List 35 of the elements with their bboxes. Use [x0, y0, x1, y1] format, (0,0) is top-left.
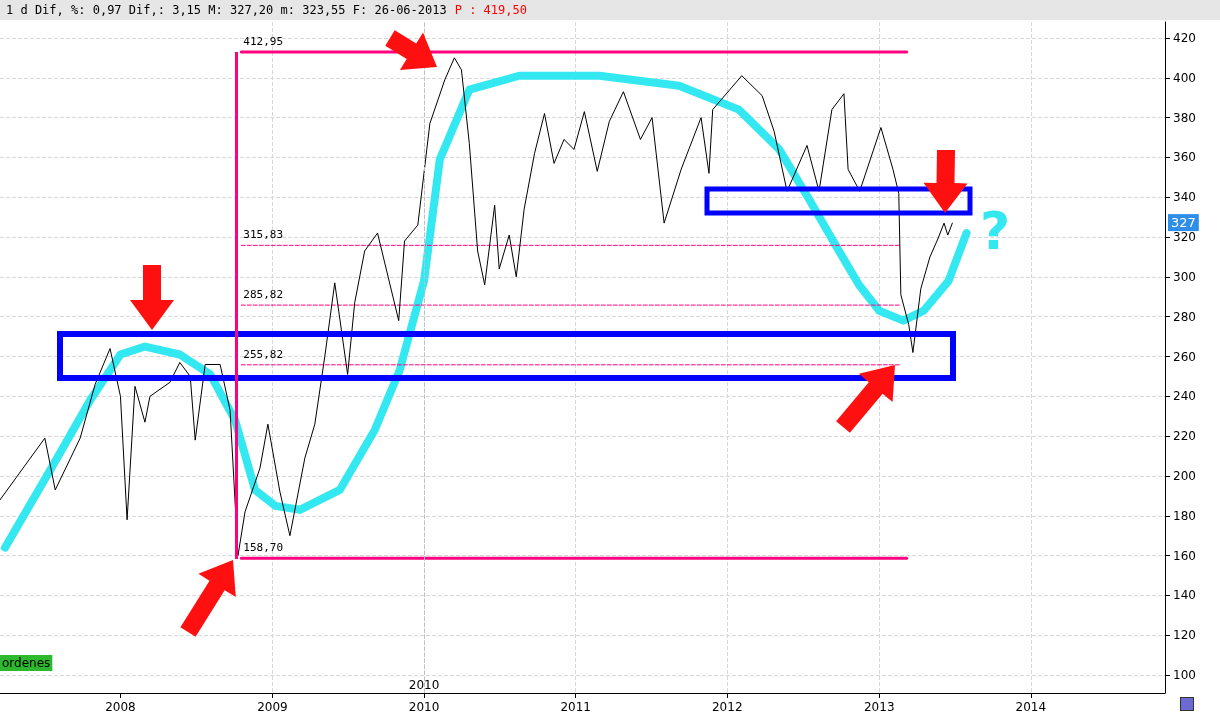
- x-tick-label: 2011: [560, 700, 591, 714]
- x-tick-label: 2012: [711, 700, 743, 714]
- x-tick-label: 2009: [257, 700, 288, 714]
- x-tick-label: 2008: [105, 700, 136, 714]
- y-tick-label: 200: [1173, 468, 1196, 483]
- y-tick-label: 160: [1173, 548, 1196, 563]
- chart-subtitle: P : 419,50: [454, 3, 527, 17]
- y-tick-label: 360: [1173, 150, 1196, 165]
- data-label: 412,95: [243, 34, 284, 48]
- y-tick-label: 260: [1173, 349, 1196, 364]
- y-tick-label: 220: [1173, 429, 1196, 444]
- x-tick-label: 2013: [863, 700, 895, 714]
- y-tick-label: 120: [1173, 628, 1196, 643]
- x-tick-label: 2014: [1015, 700, 1047, 714]
- x-tick-label: 2010: [408, 700, 440, 714]
- y-tick-label: 280: [1173, 309, 1196, 324]
- y-tick-label: 340: [1173, 190, 1196, 205]
- y-tick-label: 300: [1173, 269, 1196, 284]
- data-label: 158,70: [243, 541, 284, 555]
- data-label: 285,82: [243, 288, 284, 302]
- y-tick-label: 380: [1173, 110, 1196, 125]
- data-label: 315,83: [243, 228, 284, 242]
- ref-line-label: 2010: [408, 678, 440, 692]
- y-tick-label: 400: [1173, 70, 1196, 85]
- y-tick-label: 420: [1173, 30, 1196, 45]
- annotation: 327: [1171, 215, 1196, 231]
- data-label: 255,82: [243, 347, 284, 361]
- chart-title: 1 d Dif, %: 0,97 Dif,: 3,15 M: 327,20 m: 323,55 F: 26-06-2013: [6, 3, 447, 17]
- annotation: ?: [980, 201, 1011, 261]
- y-tick-label: 100: [1173, 668, 1196, 683]
- y-tick-label: 240: [1173, 389, 1196, 404]
- annotation: ordenes: [2, 656, 51, 670]
- y-tick-label: 140: [1173, 588, 1196, 603]
- y-tick-label: 180: [1173, 508, 1196, 523]
- y-tick-label: 320: [1173, 230, 1196, 245]
